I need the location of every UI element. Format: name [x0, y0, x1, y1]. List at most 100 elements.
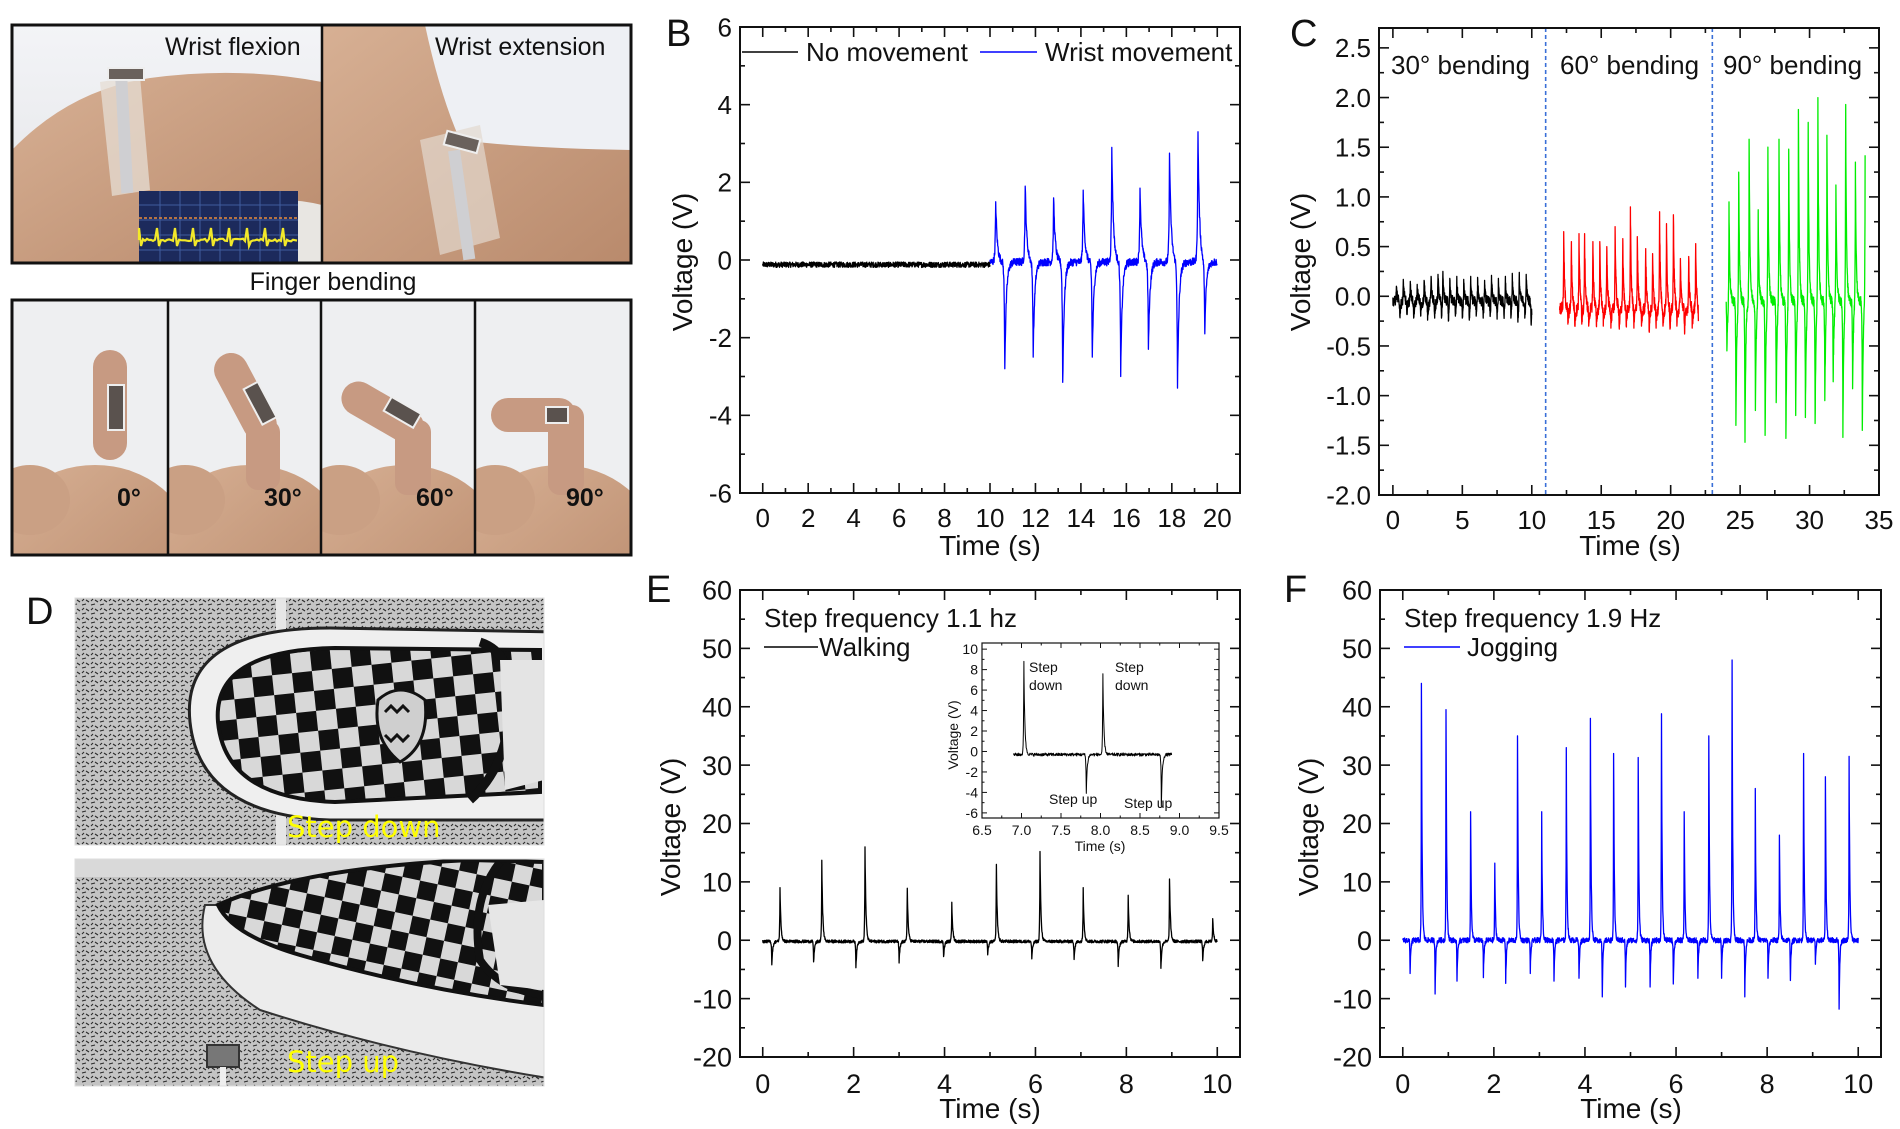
axis-ticks	[1379, 28, 1880, 496]
y-tick-label: 6	[718, 12, 732, 42]
y-tick-label: 10	[702, 868, 732, 898]
oscilloscope-inset	[137, 191, 298, 263]
x-axis-label: Time (s)	[1579, 530, 1681, 561]
panel-letter-e: E	[646, 569, 671, 611]
plot-area: 0 2 4 6 8 10 -20 -10 0 10 20 30 40 50 60	[1333, 576, 1882, 1099]
x-tick-label: 4	[1577, 1069, 1592, 1099]
x-tick-label: 20	[1656, 505, 1685, 535]
annotation-step-down-1b: down	[1029, 677, 1062, 693]
y-tick-label: 20	[1342, 809, 1372, 839]
y-tick-label: 2	[718, 168, 732, 198]
x-tick-label: 4	[846, 503, 860, 533]
x-tick-label: 6.5	[972, 822, 992, 838]
chart-e-inset: 6.5 7.0 7.5 8.0 8.5 9.0 9.5 -6 -4 -2 0 2 4 6 8 10 Volta…	[945, 641, 1229, 854]
y-axis-label: Voltage (V)	[655, 758, 686, 897]
x-tick-label: 12	[1021, 503, 1050, 533]
series-line-no-movement	[762, 261, 991, 269]
y-tick-label: 50	[1342, 634, 1372, 664]
y-tick-label: -6	[966, 805, 979, 821]
y-tick-label: 2.0	[1335, 83, 1371, 113]
series-line-90-bending	[1725, 96, 1866, 443]
y-tick-label: -0.5	[1326, 331, 1371, 361]
y-tick-label: -1.0	[1326, 381, 1371, 411]
axis-ticks	[1380, 589, 1881, 1058]
photo-finger-30deg	[168, 300, 321, 555]
x-tick-label: 10	[976, 503, 1005, 533]
x-tick-label: 2	[801, 503, 815, 533]
y-tick-label: -10	[1333, 984, 1372, 1014]
y-tick-label: -4	[966, 784, 979, 800]
annotation-90deg-bending: 90° bending	[1723, 50, 1862, 80]
y-tick-label: 10	[962, 641, 978, 657]
label-step-up: Step up	[287, 1045, 399, 1079]
series-line-walking	[762, 846, 1218, 969]
y-tick-label: 10	[1342, 868, 1372, 898]
y-tick-label: 0.0	[1335, 282, 1371, 312]
photo-wrist-extension	[322, 25, 631, 263]
annotation-60deg-bending: 60° bending	[1560, 50, 1699, 80]
photo-wrist-flexion	[12, 25, 322, 263]
plot-background	[982, 643, 1219, 818]
label-angle-60: 60°	[416, 484, 454, 512]
x-tick-label: 30	[1795, 505, 1824, 535]
y-axis-label: Voltage (V)	[1293, 758, 1324, 897]
x-tick-label: 2	[1486, 1069, 1501, 1099]
annotation-step-down-1a: Step	[1029, 659, 1058, 675]
photo-step-up	[75, 859, 544, 1086]
y-tick-label: 40	[702, 692, 732, 722]
y-tick-label: -10	[693, 984, 732, 1014]
y-tick-label: -1.5	[1326, 431, 1371, 461]
y-tick-label: 6	[970, 682, 978, 698]
photo-step-down	[75, 598, 544, 845]
x-tick-label: 20	[1203, 503, 1232, 533]
series-line-60-bending	[1558, 206, 1700, 335]
series-line-jogging	[1402, 659, 1859, 1010]
label-angle-0: 0°	[117, 484, 141, 512]
annotation-step-down-2b: down	[1115, 677, 1148, 693]
x-tick-label: 6	[1669, 1069, 1684, 1099]
x-tick-label: 14	[1066, 503, 1095, 533]
label-finger-bending: Finger bending	[250, 268, 417, 296]
x-tick-label: 35	[1865, 505, 1894, 535]
label-angle-30: 30°	[264, 484, 302, 512]
legend-label-walking: Walking	[819, 632, 911, 662]
x-tick-label: 15	[1587, 505, 1616, 535]
x-tick-label: 10	[1517, 505, 1546, 535]
x-tick-label: 0	[755, 1069, 770, 1099]
x-tick-label: 0	[1386, 505, 1400, 535]
axis-ticks	[981, 643, 1220, 818]
annotation-step-up-1: Step up	[1049, 791, 1097, 807]
label-angle-90: 90°	[566, 484, 604, 512]
axis-frame	[1378, 27, 1880, 496]
y-tick-label: 60	[702, 576, 732, 606]
x-tick-label: 2	[846, 1069, 861, 1099]
plot-background	[1380, 590, 1881, 1057]
x-tick-label: 10	[1202, 1069, 1232, 1099]
x-tick-label: 10	[1843, 1069, 1873, 1099]
x-tick-label: 9.5	[1209, 822, 1229, 838]
x-axis-label: Time (s)	[1580, 1093, 1682, 1124]
y-tick-label: 8	[970, 662, 978, 678]
y-tick-label: 2.5	[1335, 33, 1371, 63]
y-tick-label: 20	[702, 809, 732, 839]
chart-f-jogging-voltage: 0 2 4 6 8 10 -20 -10 0 10 20 30 40 50 60 Voltage (V) T…	[1293, 576, 1882, 1124]
y-tick-label: 0	[970, 744, 978, 760]
y-axis-label: Voltage (V)	[1285, 193, 1316, 332]
x-tick-label: 0	[755, 503, 769, 533]
x-tick-label: 16	[1112, 503, 1141, 533]
series-line-wrist-movement	[989, 131, 1218, 389]
y-tick-label: 30	[702, 751, 732, 781]
panel-letter-c: C	[1290, 13, 1317, 55]
plot-background	[1379, 28, 1879, 495]
y-tick-label: 0.5	[1335, 232, 1371, 262]
x-tick-label: 6	[892, 503, 906, 533]
y-tick-label: 4	[718, 90, 732, 120]
photo-frame-step-down	[74, 597, 545, 846]
y-axis-label: Voltage (V)	[667, 193, 698, 332]
annotation-step-frequency: Step frequency 1.9 Hz	[1404, 603, 1661, 633]
annotation-step-up-2: Step up	[1124, 795, 1172, 811]
annotation-30deg-bending: 30° bending	[1391, 50, 1530, 80]
plot-area: 0 5 10 15 20 25 30 35 -2.0 -1.5 -1.0 -0.5 0.0 0.5 1.0 1…	[1326, 27, 1894, 535]
series-line-signal	[1013, 660, 1173, 808]
